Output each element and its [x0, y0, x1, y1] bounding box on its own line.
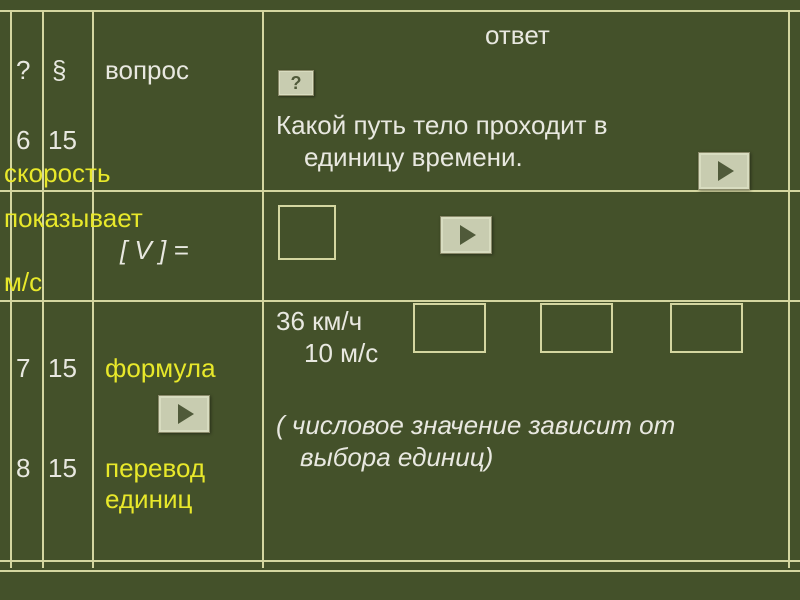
row-num: 8: [16, 453, 30, 484]
blank-box: [670, 303, 743, 353]
play-button[interactable]: [158, 395, 210, 433]
grid-hline: [0, 190, 800, 192]
blank-box: [540, 303, 613, 353]
row-num: 6: [16, 125, 30, 156]
slide-container: ответ ? § вопрос 6 15 скорость показывае…: [0, 0, 800, 600]
label-formula: [ V ] =: [120, 235, 189, 266]
answer-header: ответ: [485, 20, 550, 51]
label-unit-ms: м/с: [4, 267, 42, 298]
row-section: 15: [48, 353, 77, 384]
answer-line1: Какой путь тело проходит в: [276, 110, 608, 141]
row-label: формула: [105, 353, 216, 384]
row-num: 7: [16, 353, 30, 384]
row-section: 15: [48, 125, 77, 156]
blank-box: [413, 303, 486, 353]
label-pokazyvaet: показывает: [4, 203, 143, 234]
blank-box: [278, 205, 336, 260]
row-label: перевод единиц: [105, 453, 255, 515]
play-button[interactable]: [698, 152, 750, 190]
conversion-ms: 10 м/с: [304, 338, 378, 369]
col-section: §: [52, 55, 66, 86]
col-question-mark: ?: [16, 55, 30, 86]
conversion-kmh: 36 км/ч: [276, 306, 362, 337]
grid-vline: [262, 10, 264, 568]
row-section: 15: [48, 453, 77, 484]
answer-line2: единицу времени.: [304, 142, 523, 173]
grid-hline: [0, 560, 800, 562]
note-line2: выбора единиц): [300, 442, 493, 473]
grid-hline: [0, 10, 800, 12]
grid-hline: [0, 300, 800, 302]
grid-vline: [788, 10, 790, 568]
grid-vline: [42, 10, 44, 568]
col-question-label: вопрос: [105, 55, 189, 86]
note-line1: ( числовое значение зависит от: [276, 410, 675, 441]
label-skorost: скорость: [4, 158, 111, 189]
help-button[interactable]: ?: [278, 70, 314, 96]
grid-hline: [0, 570, 800, 572]
grid-vline: [92, 10, 94, 568]
play-button[interactable]: [440, 216, 492, 254]
